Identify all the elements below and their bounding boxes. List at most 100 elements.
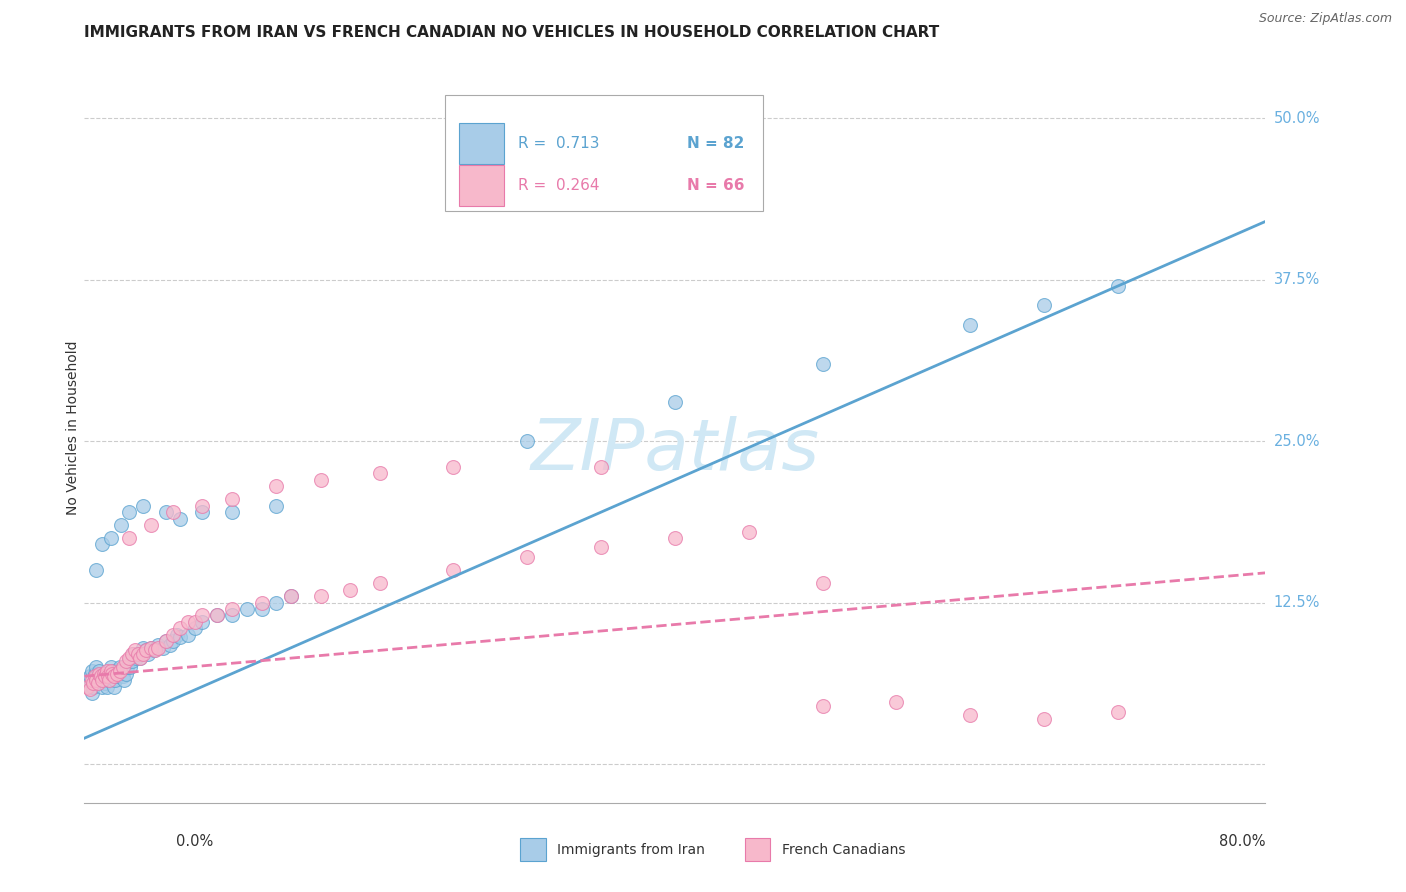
Text: R =  0.713: R = 0.713	[517, 136, 599, 151]
Point	[162, 505, 184, 519]
Point	[114, 666, 136, 681]
Point	[77, 680, 100, 694]
Point	[280, 589, 302, 603]
Point	[84, 669, 107, 683]
Bar	[458, 123, 503, 164]
Point	[811, 576, 834, 591]
Point	[191, 499, 214, 513]
Point	[115, 660, 138, 674]
Point	[177, 615, 200, 629]
Point	[80, 673, 103, 687]
Point	[127, 647, 149, 661]
Point	[125, 651, 148, 665]
Text: R =  0.264: R = 0.264	[517, 178, 599, 193]
FancyBboxPatch shape	[444, 95, 763, 211]
Point	[266, 479, 288, 493]
Point	[516, 434, 538, 448]
Point	[191, 615, 214, 629]
Point	[105, 669, 128, 683]
Point	[886, 695, 908, 709]
Point	[738, 524, 761, 539]
Point	[155, 505, 177, 519]
Point	[107, 666, 129, 681]
Point	[82, 680, 104, 694]
Point	[1107, 279, 1129, 293]
Point	[136, 647, 159, 661]
Point	[121, 654, 143, 668]
Point	[191, 505, 214, 519]
Text: 25.0%: 25.0%	[1274, 434, 1320, 449]
Point	[120, 660, 142, 674]
Point	[135, 643, 157, 657]
Point	[86, 675, 108, 690]
Point	[266, 499, 288, 513]
Point	[132, 647, 155, 661]
Point	[1033, 298, 1056, 312]
Point	[1107, 706, 1129, 720]
Point	[93, 666, 115, 681]
Point	[207, 608, 229, 623]
Point	[110, 518, 132, 533]
Point	[166, 628, 188, 642]
Point	[368, 467, 391, 481]
Point	[91, 673, 114, 687]
Point	[169, 511, 191, 525]
Point	[266, 596, 288, 610]
Point	[76, 680, 98, 694]
Point	[280, 589, 302, 603]
Point	[101, 666, 124, 681]
Point	[90, 669, 112, 683]
Point	[664, 531, 686, 545]
Point	[142, 643, 165, 657]
Point	[108, 664, 131, 678]
Point	[664, 395, 686, 409]
Text: Immigrants from Iran: Immigrants from Iran	[557, 843, 704, 856]
Point	[250, 596, 273, 610]
Point	[110, 664, 132, 678]
Point	[93, 666, 115, 681]
Point	[100, 660, 122, 674]
Point	[162, 634, 184, 648]
Point	[97, 669, 120, 683]
Point	[368, 576, 391, 591]
Point	[250, 602, 273, 616]
Point	[128, 647, 150, 661]
Point	[112, 673, 135, 687]
Point	[132, 640, 155, 655]
Point	[129, 651, 152, 665]
Point	[111, 669, 134, 683]
Bar	[458, 165, 503, 206]
Text: Source: ZipAtlas.com: Source: ZipAtlas.com	[1258, 12, 1392, 25]
Point	[96, 680, 118, 694]
Text: N = 82: N = 82	[686, 136, 744, 151]
Text: ZIPatlas: ZIPatlas	[530, 417, 820, 485]
Point	[86, 675, 108, 690]
Point	[811, 357, 834, 371]
Point	[104, 673, 127, 687]
Point	[94, 669, 117, 683]
Point	[91, 680, 114, 694]
Point	[96, 669, 118, 683]
Point	[221, 602, 243, 616]
Point	[118, 531, 141, 545]
Point	[221, 492, 243, 507]
Text: IMMIGRANTS FROM IRAN VS FRENCH CANADIAN NO VEHICLES IN HOUSEHOLD CORRELATION CHA: IMMIGRANTS FROM IRAN VS FRENCH CANADIAN …	[84, 25, 939, 40]
Point	[100, 669, 122, 683]
Point	[959, 318, 981, 332]
Text: 0.0%: 0.0%	[176, 834, 212, 849]
Point	[122, 647, 145, 661]
Point	[83, 669, 105, 683]
Point	[139, 640, 162, 655]
Point	[103, 669, 125, 683]
Point	[152, 640, 174, 655]
Point	[114, 654, 136, 668]
Point	[98, 666, 121, 681]
Point	[86, 666, 108, 681]
Point	[98, 673, 121, 687]
Point	[84, 660, 107, 674]
Point	[100, 531, 122, 545]
Point	[101, 673, 124, 687]
Point	[184, 621, 207, 635]
Point	[80, 686, 103, 700]
Point	[103, 680, 125, 694]
